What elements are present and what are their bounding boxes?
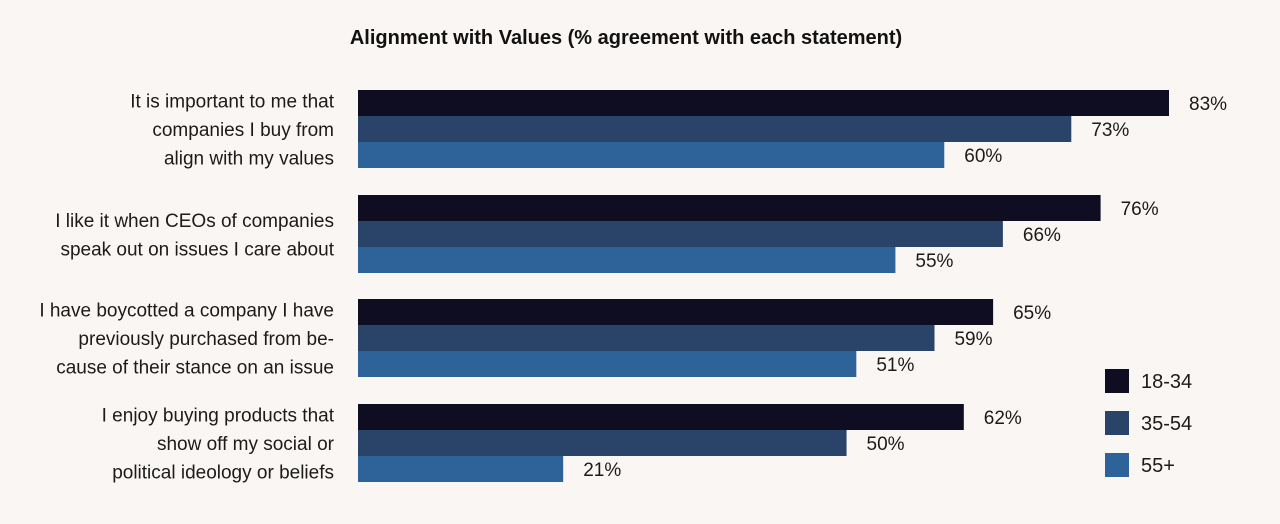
category-label-line: speak out on issues I care about [60, 239, 334, 260]
category-label-line: I like it when CEOs of companies [55, 211, 334, 232]
category-label-line: align with my values [164, 149, 334, 170]
legend-swatch [1105, 453, 1129, 477]
bar-18-34 [358, 404, 964, 430]
category-label-line: companies I buy from [152, 120, 334, 141]
category-label-line: previously purchased from be- [78, 329, 334, 350]
value-label: 55% [915, 251, 953, 272]
value-label: 51% [876, 355, 914, 376]
category-label-line: I have boycotted a company I have [39, 301, 334, 322]
value-label: 66% [1023, 225, 1061, 246]
legend-label: 35-54 [1141, 413, 1192, 435]
value-label: 62% [984, 408, 1022, 429]
bar-55+ [358, 456, 564, 482]
value-label: 73% [1091, 120, 1129, 141]
category-label: I like it when CEOs of companies speak ou… [55, 211, 335, 261]
value-label: 21% [583, 460, 621, 481]
legend-label: 18-34 [1141, 371, 1192, 393]
category-label-line: cause of their stance on an issue [56, 358, 334, 379]
bar-18-34 [358, 195, 1101, 221]
category-labels: It is important to me that companies I bu… [39, 92, 334, 484]
legend-swatch [1105, 411, 1129, 435]
legend-label: 55+ [1141, 455, 1175, 477]
legend-swatch [1105, 369, 1129, 393]
value-labels: 83% 73% 60% 76% 66% 55% 65% 59% 51% 62% 50% 21% [583, 94, 1227, 481]
category-label: I have boycotted a company I have previou… [39, 301, 334, 379]
category-label-line: show off my social or [157, 434, 335, 455]
bar-55+ [358, 247, 896, 273]
bar-55+ [358, 142, 945, 168]
bar-55+ [358, 351, 857, 377]
category-label-line: I enjoy buying products that [102, 406, 335, 427]
bar-35-54 [358, 325, 935, 351]
bar-35-54 [358, 430, 847, 456]
category-label-line: It is important to me that [130, 92, 335, 113]
value-label: 60% [964, 146, 1002, 167]
bar-18-34 [358, 299, 994, 325]
category-label: It is important to me that companies I bu… [130, 92, 335, 170]
value-label: 59% [954, 329, 992, 350]
bars [358, 90, 1169, 482]
bar-35-54 [358, 116, 1072, 142]
value-label: 65% [1013, 303, 1051, 324]
legend: 18-34 35-54 55+ [1105, 369, 1192, 477]
bar-35-54 [358, 221, 1003, 247]
value-label: 50% [867, 434, 905, 455]
bar-18-34 [358, 90, 1169, 116]
category-label-line: political ideology or beliefs [112, 463, 334, 484]
chart-title: Alignment with Values (% agreement with … [349, 27, 903, 49]
value-label: 76% [1121, 199, 1159, 220]
category-label: I enjoy buying products that show off my … [102, 406, 335, 484]
value-label: 83% [1189, 94, 1227, 115]
